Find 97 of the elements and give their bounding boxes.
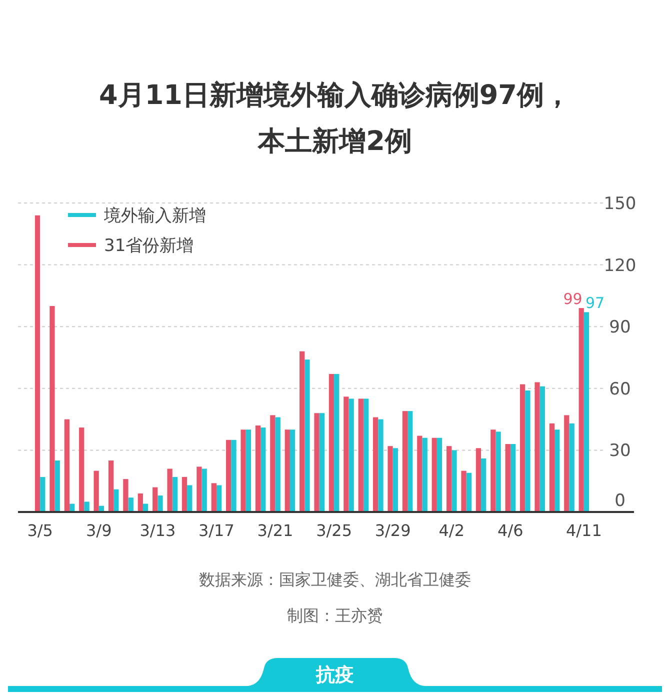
bar xyxy=(108,460,114,512)
bar xyxy=(549,423,555,512)
bar xyxy=(378,419,384,512)
bar xyxy=(40,476,46,512)
bar xyxy=(54,460,60,512)
chart-title: 4月11日新增境外输入确诊病例97例，本土新增2例 xyxy=(99,80,571,157)
bar xyxy=(231,440,236,512)
bar xyxy=(334,374,340,512)
bar xyxy=(167,468,172,512)
y-tick-label: 90 xyxy=(609,318,631,338)
x-tick-label: 3/5 xyxy=(27,521,53,540)
x-tick-label: 3/13 xyxy=(140,521,176,540)
bar xyxy=(64,419,70,512)
bar xyxy=(152,487,158,512)
bar xyxy=(490,430,496,512)
x-tick-label: 3/21 xyxy=(257,521,294,540)
y-tick-label: 120 xyxy=(604,256,636,276)
bar xyxy=(226,440,232,512)
bar xyxy=(319,413,324,512)
bar xyxy=(402,411,408,512)
x-tick-label: 3/17 xyxy=(198,521,234,540)
bar xyxy=(481,458,486,512)
bar xyxy=(123,479,128,512)
bar xyxy=(476,448,482,512)
y-tick-label: 30 xyxy=(609,441,631,462)
bar xyxy=(50,306,55,512)
bar xyxy=(578,308,584,512)
bar xyxy=(358,398,364,512)
bar xyxy=(255,425,261,512)
bar xyxy=(417,436,422,512)
bar xyxy=(584,312,590,512)
bar xyxy=(436,438,442,512)
bar xyxy=(84,502,90,512)
bar xyxy=(540,386,545,512)
bar xyxy=(240,430,246,512)
data-label: 97 xyxy=(585,294,605,312)
y-tick-label: 0 xyxy=(614,491,626,511)
bar xyxy=(422,438,428,512)
bar xyxy=(510,444,516,512)
bar xyxy=(300,351,305,512)
bar xyxy=(344,396,349,512)
bar xyxy=(196,466,202,512)
bar xyxy=(461,470,466,512)
bar xyxy=(290,430,296,512)
text: 抗疫 xyxy=(315,664,354,686)
bar xyxy=(372,417,378,512)
bar xyxy=(466,472,472,512)
bar xyxy=(275,417,280,512)
text: 制图：王亦赟 xyxy=(287,606,383,625)
bar xyxy=(525,390,530,512)
x-tick-label: 3/29 xyxy=(374,521,411,540)
bar xyxy=(216,485,222,512)
source-note: 数据来源：国家卫健委、湖北省卫健委 xyxy=(199,570,471,589)
bar xyxy=(304,360,310,512)
bar xyxy=(34,215,40,512)
data-label: 99 xyxy=(563,290,582,308)
bar xyxy=(138,493,143,512)
bar xyxy=(202,468,207,512)
bar xyxy=(432,438,437,512)
bar xyxy=(79,428,84,512)
bar xyxy=(564,415,570,512)
x-tick-label: 3/9 xyxy=(86,521,112,540)
bar xyxy=(94,470,99,512)
bar xyxy=(211,483,216,512)
x-tick-label: 4/2 xyxy=(438,521,465,540)
bar xyxy=(505,444,510,512)
bar xyxy=(260,428,266,512)
bar xyxy=(172,476,178,512)
bar xyxy=(314,413,320,512)
bar xyxy=(348,398,354,512)
bar xyxy=(182,476,188,512)
bar xyxy=(114,489,119,512)
bar xyxy=(246,430,251,512)
bar xyxy=(446,446,452,512)
legend-label: 境外输入新增 xyxy=(103,206,206,226)
bar xyxy=(328,374,334,512)
bar xyxy=(496,432,501,512)
x-tick-label: 3/25 xyxy=(316,521,352,540)
bar xyxy=(128,498,134,512)
bar xyxy=(452,450,457,512)
bar xyxy=(187,485,192,512)
bar xyxy=(569,423,574,512)
bar xyxy=(284,430,290,512)
bar xyxy=(158,496,163,512)
bar xyxy=(270,415,276,512)
bar xyxy=(520,384,526,512)
bar xyxy=(388,446,393,512)
bar xyxy=(392,448,398,512)
bar xyxy=(534,382,540,512)
bar xyxy=(408,411,413,512)
bar xyxy=(554,430,560,512)
legend-label: 31省份新增 xyxy=(104,236,194,256)
x-tick-label: 4/11 xyxy=(566,521,602,540)
y-tick-label: 150 xyxy=(604,194,636,214)
bar xyxy=(363,398,369,512)
x-tick-label: 4/6 xyxy=(498,521,524,540)
y-tick-label: 60 xyxy=(609,379,631,400)
